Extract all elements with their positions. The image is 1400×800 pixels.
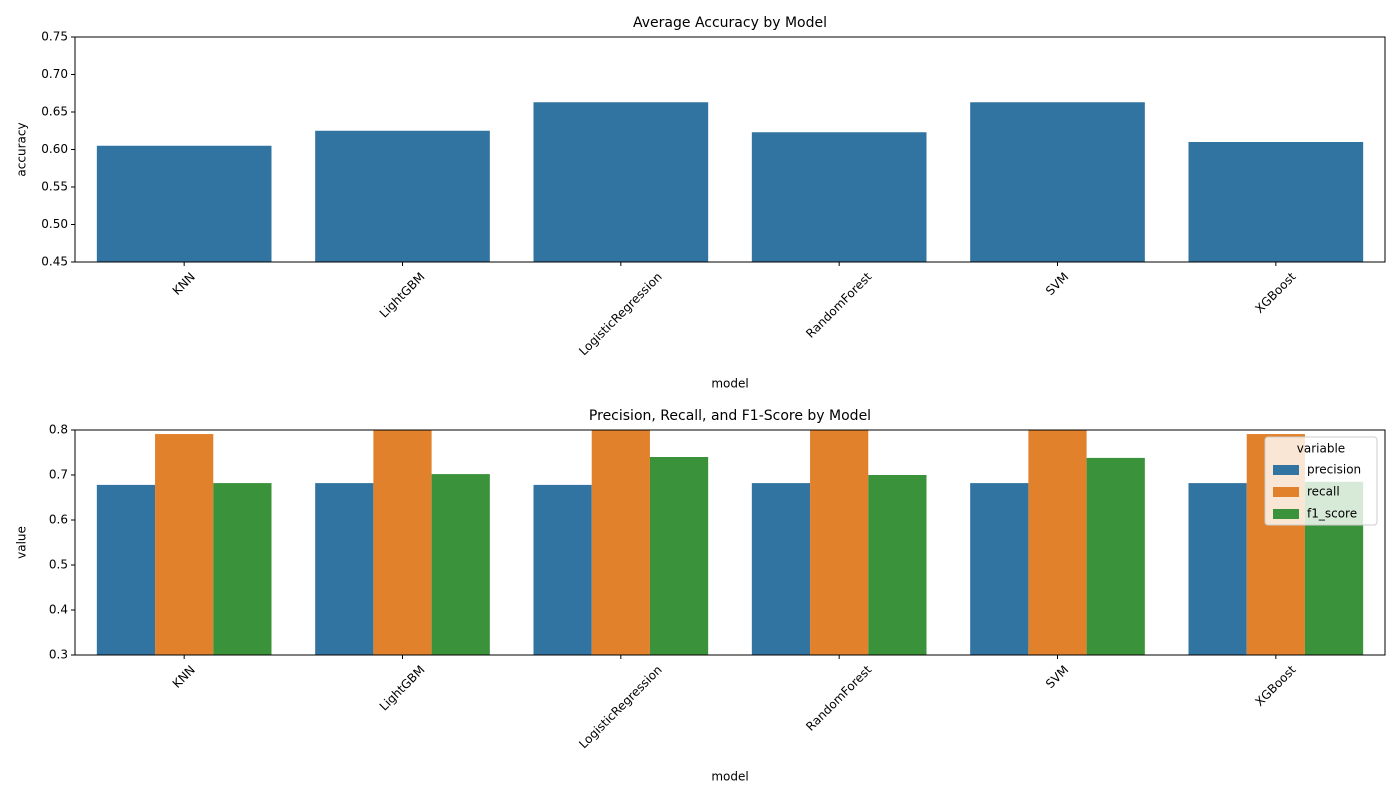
y-tick-label: 0.6 [49,513,68,527]
plot-area [96,102,1364,262]
bar [96,484,156,655]
y-tick-label: 0.5 [49,558,68,572]
bar [970,483,1029,655]
legend-box [1264,436,1378,526]
x-tick-label: KNN [170,270,198,298]
y-tick-label: 0.60 [41,142,68,156]
bar [1086,457,1145,655]
y-tick-label: 0.75 [41,30,68,44]
bar [970,102,1145,262]
legend-label: precision [1307,463,1361,477]
y-tick-label: 0.3 [49,648,68,662]
legend-swatch [1273,509,1299,519]
legend-label: recall [1307,485,1340,499]
x-tick-label: KNN [170,663,198,691]
y-tick-label: 0.65 [41,105,68,119]
y-axis-label: value [15,526,29,559]
x-tick-label: SVM [1043,270,1071,298]
bar [533,484,592,655]
x-tick-label: LightGBM [377,270,428,321]
chart-title: Precision, Recall, and F1-Score by Model [589,408,871,424]
bar [649,457,709,655]
bar [213,483,272,655]
bar [591,430,650,655]
x-tick-label: RandomForest [803,269,874,340]
axes-frame [74,36,1386,263]
bar [373,430,432,655]
legend-label: f1_score [1307,507,1357,521]
axes-frame [74,429,1386,656]
x-tick-label: XGBoost [1252,269,1298,315]
y-axis-label: accuracy [15,122,29,176]
x-tick-label: RandomForest [803,662,874,733]
x-axis-label: model [711,377,748,391]
bar [533,102,709,262]
x-tick-label: XGBoost [1252,662,1298,708]
x-tick-label: LightGBM [377,663,428,714]
y-tick-label: 0.4 [49,603,68,617]
bar [431,474,490,655]
bar [315,483,374,655]
x-tick-label: LogisticRegression [576,663,665,752]
plot-area [96,430,1364,655]
x-tick-label: LogisticRegression [576,270,665,359]
legend-swatch [1273,465,1299,475]
y-tick-label: 0.45 [41,255,68,269]
legend-title: variable [1297,442,1345,456]
y-tick-label: 0.55 [41,180,68,194]
bar [810,430,869,655]
y-tick-label: 0.7 [49,468,68,482]
legend-swatch [1273,487,1299,497]
y-tick-label: 0.70 [41,67,68,81]
bar [1028,430,1087,655]
bar [155,434,214,655]
y-tick-label: 0.8 [49,423,68,437]
x-axis-label: model [711,770,748,784]
y-tick-label: 0.50 [41,217,68,231]
bar [1188,142,1364,262]
bar [315,130,490,262]
bar [751,483,811,655]
x-tick-label: SVM [1043,663,1071,691]
bar [868,475,927,655]
bar [1188,483,1247,655]
bar [751,132,927,262]
chart-title: Average Accuracy by Model [633,15,827,31]
bar [96,145,272,262]
